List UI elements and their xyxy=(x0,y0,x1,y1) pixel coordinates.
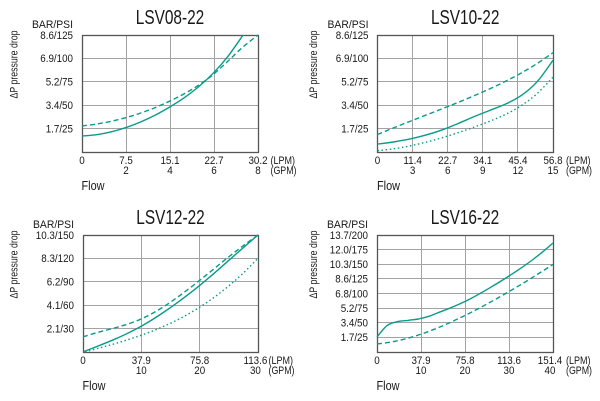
svg-text:6.2/90: 6.2/90 xyxy=(47,277,74,289)
svg-text:BAR/PSI: BAR/PSI xyxy=(33,219,74,231)
svg-text:37.9: 37.9 xyxy=(411,355,430,367)
svg-text:(LPM): (LPM) xyxy=(269,355,294,367)
svg-text:ΔP pressure drop: ΔP pressure drop xyxy=(9,231,21,299)
svg-text:8.6/125: 8.6/125 xyxy=(335,274,368,286)
svg-text:LSV12-22: LSV12-22 xyxy=(136,207,205,229)
svg-text:151.4: 151.4 xyxy=(538,355,563,367)
svg-text:3.4/50: 3.4/50 xyxy=(46,100,73,112)
svg-text:30: 30 xyxy=(250,365,261,377)
svg-text:8: 8 xyxy=(255,165,261,177)
svg-text:(GPM): (GPM) xyxy=(566,165,592,177)
svg-text:12.0/175: 12.0/175 xyxy=(330,244,368,256)
svg-text:ΔP pressure drop: ΔP pressure drop xyxy=(308,31,320,99)
svg-text:8.3/120: 8.3/120 xyxy=(41,253,74,265)
svg-text:BAR/PSI: BAR/PSI xyxy=(32,19,73,31)
svg-text:75.8: 75.8 xyxy=(190,355,209,367)
svg-text:20: 20 xyxy=(460,365,471,377)
svg-text:0: 0 xyxy=(80,355,86,367)
svg-text:5.2/75: 5.2/75 xyxy=(341,303,368,315)
svg-text:4.1/60: 4.1/60 xyxy=(47,300,74,312)
svg-text:(LPM): (LPM) xyxy=(566,355,591,367)
svg-text:15: 15 xyxy=(548,165,559,177)
svg-text:(GPM): (GPM) xyxy=(566,365,592,377)
svg-text:7.5: 7.5 xyxy=(119,155,133,167)
svg-text:113.6: 113.6 xyxy=(244,355,268,367)
svg-text:3: 3 xyxy=(410,165,416,177)
svg-text:1.7/25: 1.7/25 xyxy=(46,123,73,135)
svg-text:22.7: 22.7 xyxy=(204,155,223,167)
svg-text:LSV10-22: LSV10-22 xyxy=(431,7,500,29)
svg-text:0: 0 xyxy=(375,155,381,167)
svg-text:13.7/200: 13.7/200 xyxy=(330,230,368,242)
svg-text:6.9/100: 6.9/100 xyxy=(40,53,73,65)
svg-text:LSV16-22: LSV16-22 xyxy=(431,207,500,229)
svg-text:56.8: 56.8 xyxy=(543,155,562,167)
svg-text:Flow: Flow xyxy=(377,378,401,393)
svg-text:6: 6 xyxy=(211,165,217,177)
svg-text:6.9/100: 6.9/100 xyxy=(336,53,369,65)
svg-text:BAR/PSI: BAR/PSI xyxy=(328,19,369,31)
svg-text:(LPM): (LPM) xyxy=(271,155,296,167)
svg-text:30.2: 30.2 xyxy=(248,155,267,167)
svg-text:5.2/75: 5.2/75 xyxy=(341,77,368,89)
svg-text:Flow: Flow xyxy=(83,378,107,393)
svg-text:0: 0 xyxy=(79,155,85,167)
svg-text:75.8: 75.8 xyxy=(455,355,474,367)
svg-text:113.6: 113.6 xyxy=(497,355,521,367)
svg-text:6.8/100: 6.8/100 xyxy=(335,288,368,300)
svg-text:3.4/50: 3.4/50 xyxy=(341,100,368,112)
svg-text:ΔP pressure drop: ΔP pressure drop xyxy=(9,31,21,99)
svg-text:(GPM): (GPM) xyxy=(271,165,297,177)
svg-text:15.1: 15.1 xyxy=(160,155,179,167)
svg-text:9: 9 xyxy=(480,165,486,177)
svg-text:4: 4 xyxy=(167,165,173,177)
svg-text:10: 10 xyxy=(416,365,427,377)
svg-text:BAR/PSI: BAR/PSI xyxy=(327,219,368,231)
svg-text:5.2/75: 5.2/75 xyxy=(46,77,73,89)
svg-text:22.7: 22.7 xyxy=(438,155,457,167)
svg-text:2.1/30: 2.1/30 xyxy=(47,323,74,335)
svg-text:2: 2 xyxy=(123,165,129,177)
svg-text:37.9: 37.9 xyxy=(132,355,151,367)
svg-text:8.6/125: 8.6/125 xyxy=(40,30,73,42)
svg-text:8.6/125: 8.6/125 xyxy=(336,30,369,42)
svg-text:LSV08-22: LSV08-22 xyxy=(136,7,205,29)
svg-text:1.7/25: 1.7/25 xyxy=(341,123,368,135)
svg-text:10: 10 xyxy=(136,365,147,377)
svg-text:45.4: 45.4 xyxy=(508,155,527,167)
svg-text:40: 40 xyxy=(545,365,556,377)
svg-text:11.4: 11.4 xyxy=(403,155,421,167)
svg-text:10.3/150: 10.3/150 xyxy=(36,230,74,242)
svg-text:6: 6 xyxy=(445,165,451,177)
svg-text:12: 12 xyxy=(512,165,523,177)
svg-text:3.4/50: 3.4/50 xyxy=(341,318,368,330)
svg-text:0: 0 xyxy=(374,355,380,367)
svg-text:Flow: Flow xyxy=(377,178,401,193)
svg-text:1.7/25: 1.7/25 xyxy=(341,332,368,344)
svg-text:(LPM): (LPM) xyxy=(566,155,591,167)
svg-text:Flow: Flow xyxy=(82,178,106,193)
svg-text:(GPM): (GPM) xyxy=(269,365,295,377)
svg-text:10.3/150: 10.3/150 xyxy=(330,259,368,271)
svg-text:30: 30 xyxy=(504,365,515,377)
svg-text:ΔP pressure drop: ΔP pressure drop xyxy=(308,231,320,299)
svg-text:20: 20 xyxy=(194,365,205,377)
svg-text:34.1: 34.1 xyxy=(473,155,492,167)
